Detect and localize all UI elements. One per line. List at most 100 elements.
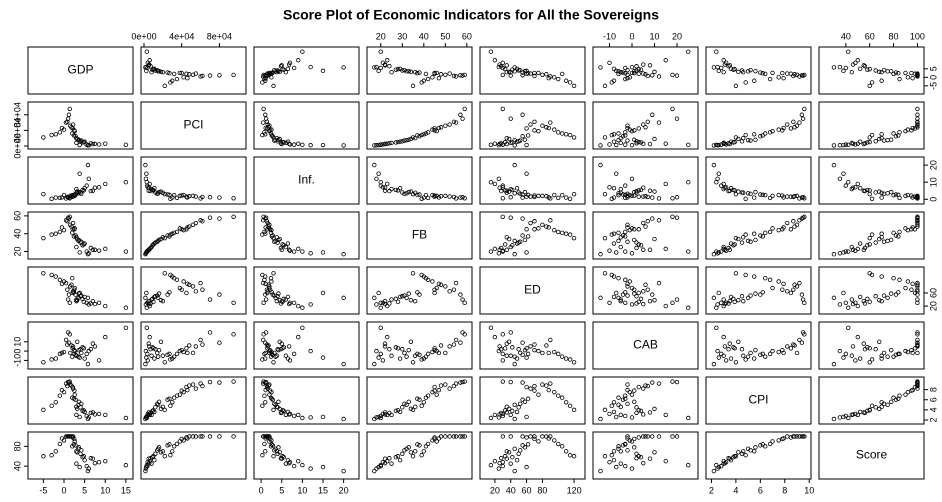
point [96,142,102,147]
point [71,396,77,401]
point [794,350,800,356]
point [510,67,515,72]
point [497,62,502,67]
point [843,183,849,188]
point [263,350,268,356]
point [156,347,162,353]
point [171,230,177,236]
point [909,70,914,76]
point [546,387,551,393]
point [629,128,635,134]
point [382,412,388,417]
point [261,300,266,305]
point [458,292,463,297]
point [745,137,751,143]
point [609,453,614,458]
point [419,403,424,409]
point [652,406,657,412]
point [663,458,668,464]
point [865,187,870,193]
point [629,302,635,307]
panel [818,101,925,150]
point [155,354,161,359]
point [372,416,377,422]
point [385,334,390,340]
point [412,70,418,75]
point [571,191,577,197]
point [741,190,746,195]
point [378,325,383,330]
point [432,193,437,198]
point [146,185,152,190]
point [560,192,565,198]
point [797,280,802,286]
point [512,361,517,367]
point [291,249,297,254]
point [891,354,896,359]
point [896,71,901,76]
point [502,454,508,459]
point [736,236,741,242]
point [785,220,790,226]
point [532,119,537,124]
x-tick-label: 40 [419,31,429,41]
point [721,70,726,75]
point [408,339,414,344]
point [382,301,388,307]
point [915,282,920,287]
point [915,300,920,305]
point [198,280,203,286]
point [629,193,635,199]
point [532,227,537,232]
point [415,290,420,295]
point [643,383,648,388]
point [380,411,386,417]
point [123,249,129,254]
point [552,127,557,132]
point [260,403,265,409]
point [76,189,82,195]
point [70,386,76,391]
point [715,348,720,354]
y-tick-label: 0 [12,349,22,354]
point [410,271,416,276]
point [609,232,614,237]
point [497,412,502,417]
point [556,130,561,135]
point [522,347,528,353]
point [504,404,509,410]
point [905,389,911,395]
point [522,237,528,243]
panel [27,266,134,315]
point [86,466,91,471]
point [171,395,177,400]
x-tick-label: 20 [376,31,386,41]
point [625,222,630,228]
point [372,162,377,168]
point [663,412,668,418]
point [187,343,192,348]
point [269,71,275,76]
point [903,193,908,199]
point [88,245,94,251]
point [460,116,465,121]
variable-label: FB [412,228,427,242]
point [524,227,529,232]
point [841,171,846,176]
point [753,189,758,195]
point [162,83,167,89]
point [74,244,79,250]
point [447,434,452,439]
point [81,299,86,305]
point [512,238,517,244]
variable-label: PCI [183,118,203,132]
point [636,408,641,413]
point [867,360,872,365]
point [404,137,409,143]
point [525,442,531,447]
point [308,466,313,471]
point [167,351,172,357]
point [841,142,846,148]
panel [140,321,247,370]
point [497,460,502,466]
